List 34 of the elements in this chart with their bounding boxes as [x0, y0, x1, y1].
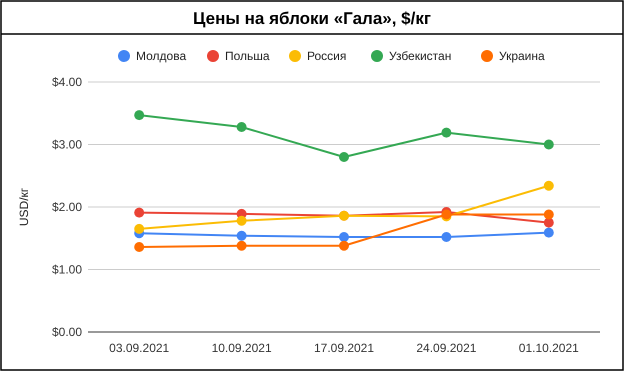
point: [236, 216, 247, 226]
y-tick-label: $0.00: [52, 325, 82, 339]
legend-label: Россия: [307, 49, 346, 63]
x-tick-label: 01.10.2021: [518, 341, 580, 355]
x-tick-label: 03.09.2021: [109, 341, 170, 355]
point: [236, 230, 247, 241]
legend-label: Молдова: [136, 49, 186, 63]
y-axis-title: USD/кг: [17, 187, 31, 226]
point: [236, 240, 247, 251]
chart-title: Цены на яблоки «Гала», $/кг: [193, 9, 431, 28]
point: [339, 232, 349, 242]
point: [134, 224, 144, 234]
y-tick-label: $4.00: [52, 75, 82, 89]
point: [134, 242, 144, 252]
point: [544, 228, 554, 238]
point: [134, 110, 144, 120]
legend-label: Украина: [499, 49, 546, 63]
point: [544, 210, 554, 220]
point: [544, 180, 554, 191]
point: [544, 140, 554, 150]
legend-label: Польша: [225, 49, 270, 63]
point: [236, 122, 247, 132]
point: [441, 128, 452, 138]
y-tick-label: $3.00: [52, 138, 82, 152]
x-tick-label: 10.09.2021: [212, 341, 272, 355]
point: [339, 240, 349, 251]
x-tick-label: 24.09.2021: [416, 341, 477, 355]
point: [339, 152, 349, 162]
y-tick-label: $2.00: [52, 200, 82, 214]
point: [134, 208, 144, 218]
x-tick-label: 17.09.2021: [314, 341, 374, 355]
legend-label: Узбекистан: [389, 49, 452, 63]
y-tick-label: $1.00: [52, 262, 82, 276]
point: [441, 232, 452, 242]
